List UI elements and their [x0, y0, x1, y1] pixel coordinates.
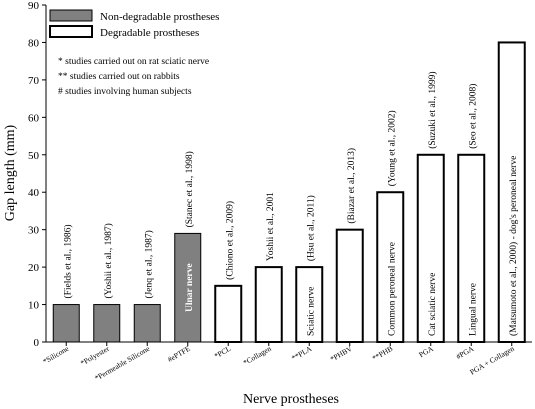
bar-1	[93, 304, 121, 343]
x-tick-label: **PHB	[371, 344, 395, 363]
notes: * studies carried out on rat sciatic ner…	[58, 57, 209, 97]
legend-swatch-non-degradable	[49, 9, 93, 22]
bar-annotation: (Suzuki et al., 1999)	[427, 71, 438, 148]
bar-6	[295, 266, 324, 343]
legend-label-degradable: Degradable prostheses	[100, 27, 199, 39]
x-tick-label: *Collagen	[242, 344, 273, 367]
legend-label-non-degradable: Non-degradable prostheses	[100, 11, 219, 23]
y-tick-label: 30	[28, 225, 40, 237]
y-tick-label: 20	[28, 262, 40, 274]
bar-annotation: (Yoshii et al., 1987)	[103, 223, 114, 298]
x-tick-label: *Silicone	[41, 344, 71, 366]
bar-annotation: (Hsu et al., 2011)	[305, 195, 316, 261]
bar-4	[214, 284, 243, 344]
bar-11	[497, 41, 526, 343]
bar-8	[376, 191, 405, 343]
x-tick-label: PGA + Collagen	[468, 344, 516, 377]
bar-9	[416, 153, 445, 343]
x-tick-label: PGA	[417, 344, 435, 360]
note-rat-sciatic: * studies carried out on rat sciatic ner…	[58, 57, 209, 67]
x-tick-label: #PGA	[454, 344, 475, 361]
bar-inner-annotation: Lingual nerve	[468, 283, 478, 336]
note-human-subjects: # studies involving human subjects	[58, 87, 192, 97]
note-rabbits: ** studies carried out on rabbits	[58, 72, 180, 82]
y-axis-label: Gap length (mm)	[3, 124, 18, 221]
x-tick-label: #ePTFE	[166, 344, 192, 364]
bar-inner-annotation: Sciatic nerve	[306, 287, 316, 336]
x-tick-label: *PHBV	[329, 344, 355, 364]
bar-annotation: (Young et al., 2002)	[386, 110, 397, 186]
bar-7	[335, 228, 364, 344]
legend: Non-degradable prostheses Degradable pro…	[49, 9, 219, 39]
bar-annotation: (Biazar et al., 2013)	[346, 148, 357, 224]
x-tick-label: *PCL	[213, 344, 233, 361]
y-tick-label: 10	[28, 300, 40, 312]
x-axis: *Silicone *Polyester*Permeable Silicone #e…	[41, 341, 532, 383]
bar-annotation: (Chiono et al., 2009)	[224, 201, 235, 280]
y-tick-label: 50	[28, 150, 40, 162]
bar-0	[52, 304, 80, 343]
bar-inner-annotation: Cat sciatic nerve	[428, 273, 438, 336]
y-tick-label: 90	[28, 0, 40, 12]
y-tick-label: 40	[28, 187, 40, 199]
bar-annotation: (Seo et al., 2008)	[467, 84, 478, 149]
y-tick-label: 80	[28, 37, 40, 49]
x-axis-label: Nerve prostheses	[243, 392, 339, 407]
bar-annotation: Yoshii et al., 2001	[266, 192, 276, 261]
bar-annotation: (Fields et al., 1986)	[62, 224, 73, 298]
bar-inner-annotation: Ulnar nerve	[185, 263, 195, 312]
bar-2	[133, 304, 161, 343]
y-tick-label: 60	[28, 112, 40, 124]
bar-inner-annotation: (Matsumoto et al., 2000) - dog's peronea…	[508, 156, 519, 336]
y-axis: 0 10 20 30 40 50 60 70 80 90	[28, 0, 47, 349]
y-tick-label: 0	[34, 337, 40, 349]
bar-10	[457, 153, 486, 343]
bar-annotation: (Jenq et al., 1987)	[143, 230, 154, 298]
bar-annotation: (Stanec et al., 1998)	[184, 151, 195, 227]
bar-inner-annotation: Common peroneal nerve	[387, 242, 397, 336]
bar-5	[254, 266, 283, 343]
y-tick-label: 70	[28, 75, 40, 87]
x-tick-label: *Polyester	[79, 344, 111, 368]
legend-swatch-degradable	[49, 25, 93, 38]
x-tick-label: **PLA	[290, 344, 314, 363]
bar-3	[174, 232, 202, 343]
bars: (Fields et al., 1986) (Yoshii et al., 198…	[52, 41, 526, 344]
